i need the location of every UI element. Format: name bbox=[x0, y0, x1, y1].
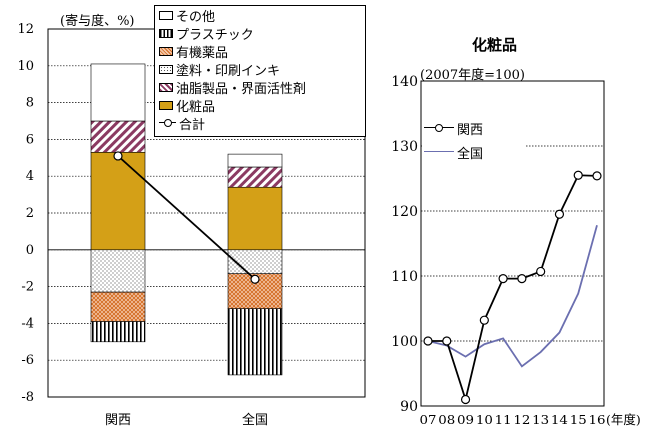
line-chart-subtitle: (2007年度=100) bbox=[420, 68, 525, 83]
line-legend-item-kansai: 関西 bbox=[424, 119, 484, 138]
legend-label-other: その他 bbox=[176, 9, 216, 25]
y-tick-label: 6 bbox=[26, 132, 34, 147]
y-tick-label: 140 bbox=[391, 74, 418, 90]
x-tick-label: 09 bbox=[457, 412, 474, 427]
y-tick-label: 90 bbox=[400, 399, 418, 415]
y-tick-label: 4 bbox=[26, 169, 34, 184]
legend-label-paint-ink: 塗料・印刷インキ bbox=[176, 63, 281, 79]
bar-segment bbox=[90, 63, 146, 122]
y-tick-label: 130 bbox=[391, 139, 418, 155]
kansai-point bbox=[592, 171, 602, 181]
x-axis-suffix-label: (年度) bbox=[606, 412, 641, 427]
kansai-point bbox=[460, 394, 471, 405]
y-tick-label: 110 bbox=[391, 269, 418, 285]
legend-item-paint-ink: 塗料・印刷インキ bbox=[159, 61, 281, 79]
left-y-axis-unit-label: (寄与度、%) bbox=[60, 14, 135, 29]
bar-segment bbox=[90, 120, 146, 153]
kansai-point bbox=[573, 170, 583, 180]
kansai-point bbox=[479, 315, 489, 325]
x-tick-label: 14 bbox=[551, 412, 568, 427]
legend-label-organic-chemicals: 有機薬品 bbox=[176, 45, 229, 61]
y-tick-label: -4 bbox=[21, 316, 34, 331]
kansai-point bbox=[498, 274, 508, 284]
kansai-line bbox=[428, 174, 598, 403]
legend-label-cosmetics: 化粧品 bbox=[176, 99, 216, 115]
x-category-label: 全国 bbox=[242, 412, 268, 428]
y-tick-label: 0 bbox=[26, 243, 34, 258]
legend-swatch-organic-chemicals bbox=[159, 46, 173, 56]
legend-item-other: その他 bbox=[159, 7, 216, 25]
line-legend-marker-kansai bbox=[424, 123, 454, 133]
legend-label-oil-surfactant: 油脂製品・界面活性剤 bbox=[176, 81, 307, 97]
total-point bbox=[250, 274, 260, 284]
kansai-point bbox=[423, 336, 433, 346]
legend-swatch-oil-surfactant bbox=[159, 82, 173, 92]
legend-swatch-other bbox=[159, 10, 173, 20]
bar-segment bbox=[90, 291, 146, 322]
x-tick-label: 10 bbox=[476, 412, 493, 427]
bar-segment bbox=[90, 321, 146, 343]
line-legend-label-zenkoku: 全国 bbox=[457, 146, 484, 162]
y-tick-label: 10 bbox=[17, 59, 34, 74]
x-tick-label: 13 bbox=[532, 412, 549, 427]
bar-legend: その他 プラスチック 有機薬品 塗料・印刷インキ 油脂製品・界面活性剤 化粧品 … bbox=[154, 5, 366, 137]
line-legend-item-zenkoku: 全国 bbox=[424, 143, 484, 162]
bar-segment bbox=[90, 249, 146, 293]
kansai-point bbox=[442, 336, 452, 346]
x-tick-label: 15 bbox=[570, 412, 587, 427]
legend-item-cosmetics: 化粧品 bbox=[159, 97, 216, 115]
x-tick-label: 08 bbox=[438, 412, 455, 427]
kansai-point bbox=[536, 266, 546, 277]
y-tick-label: 8 bbox=[26, 96, 34, 111]
legend-label-plastic: プラスチック bbox=[176, 27, 254, 43]
bar-segment bbox=[227, 166, 283, 188]
line-legend-marker-zenkoku bbox=[424, 147, 454, 157]
legend-marker-total bbox=[159, 118, 176, 128]
y-tick-label: 2 bbox=[26, 206, 34, 221]
contribution-bar-chart: -8 -6 -4 -2 0 2 4 6 8 10 12 関西 全国 bbox=[17, 22, 366, 428]
kansai-point bbox=[517, 274, 527, 284]
y-tick-label: 12 bbox=[17, 22, 34, 37]
legend-item-total: 合計 bbox=[159, 115, 206, 133]
line-legend-label-kansai: 関西 bbox=[457, 122, 484, 138]
y-tick-label: -2 bbox=[21, 280, 34, 295]
bar-segment bbox=[227, 186, 283, 251]
legend-swatch-paint-ink bbox=[159, 64, 173, 74]
legend-swatch-plastic bbox=[159, 28, 173, 38]
x-tick-label: 12 bbox=[513, 412, 530, 427]
legend-item-organic-chemicals: 有機薬品 bbox=[159, 43, 229, 61]
x-category-label: 関西 bbox=[105, 413, 131, 428]
y-tick-label: -8 bbox=[21, 390, 34, 405]
cosmetics-index-line-chart: 90 100 110 120 130 140 07 08 09 10 11 12 13 14 15 16 (年… bbox=[391, 74, 641, 427]
y-tick-label: 100 bbox=[391, 334, 418, 350]
y-tick-label: 120 bbox=[391, 204, 418, 220]
x-tick-label: 11 bbox=[495, 412, 512, 427]
x-tick-label: 16 bbox=[589, 412, 606, 427]
total-line bbox=[117, 155, 256, 280]
legend-label-total: 合計 bbox=[179, 117, 206, 133]
bar-segment bbox=[227, 308, 283, 376]
line-legend: 関西 全国 bbox=[422, 115, 525, 171]
kansai-point bbox=[554, 209, 565, 219]
line-chart-title: 化粧品 bbox=[472, 36, 518, 54]
x-tick-label: 07 bbox=[420, 412, 437, 427]
legend-item-oil-surfactant: 油脂製品・界面活性剤 bbox=[159, 79, 307, 97]
zenkoku-line bbox=[427, 225, 598, 368]
bar-segment bbox=[227, 153, 283, 168]
y-tick-label: -6 bbox=[21, 353, 34, 368]
legend-item-plastic: プラスチック bbox=[159, 25, 254, 43]
plot-frame bbox=[420, 80, 605, 407]
bar-segment bbox=[90, 151, 146, 251]
total-point bbox=[113, 151, 123, 161]
legend-swatch-cosmetics bbox=[159, 100, 173, 110]
